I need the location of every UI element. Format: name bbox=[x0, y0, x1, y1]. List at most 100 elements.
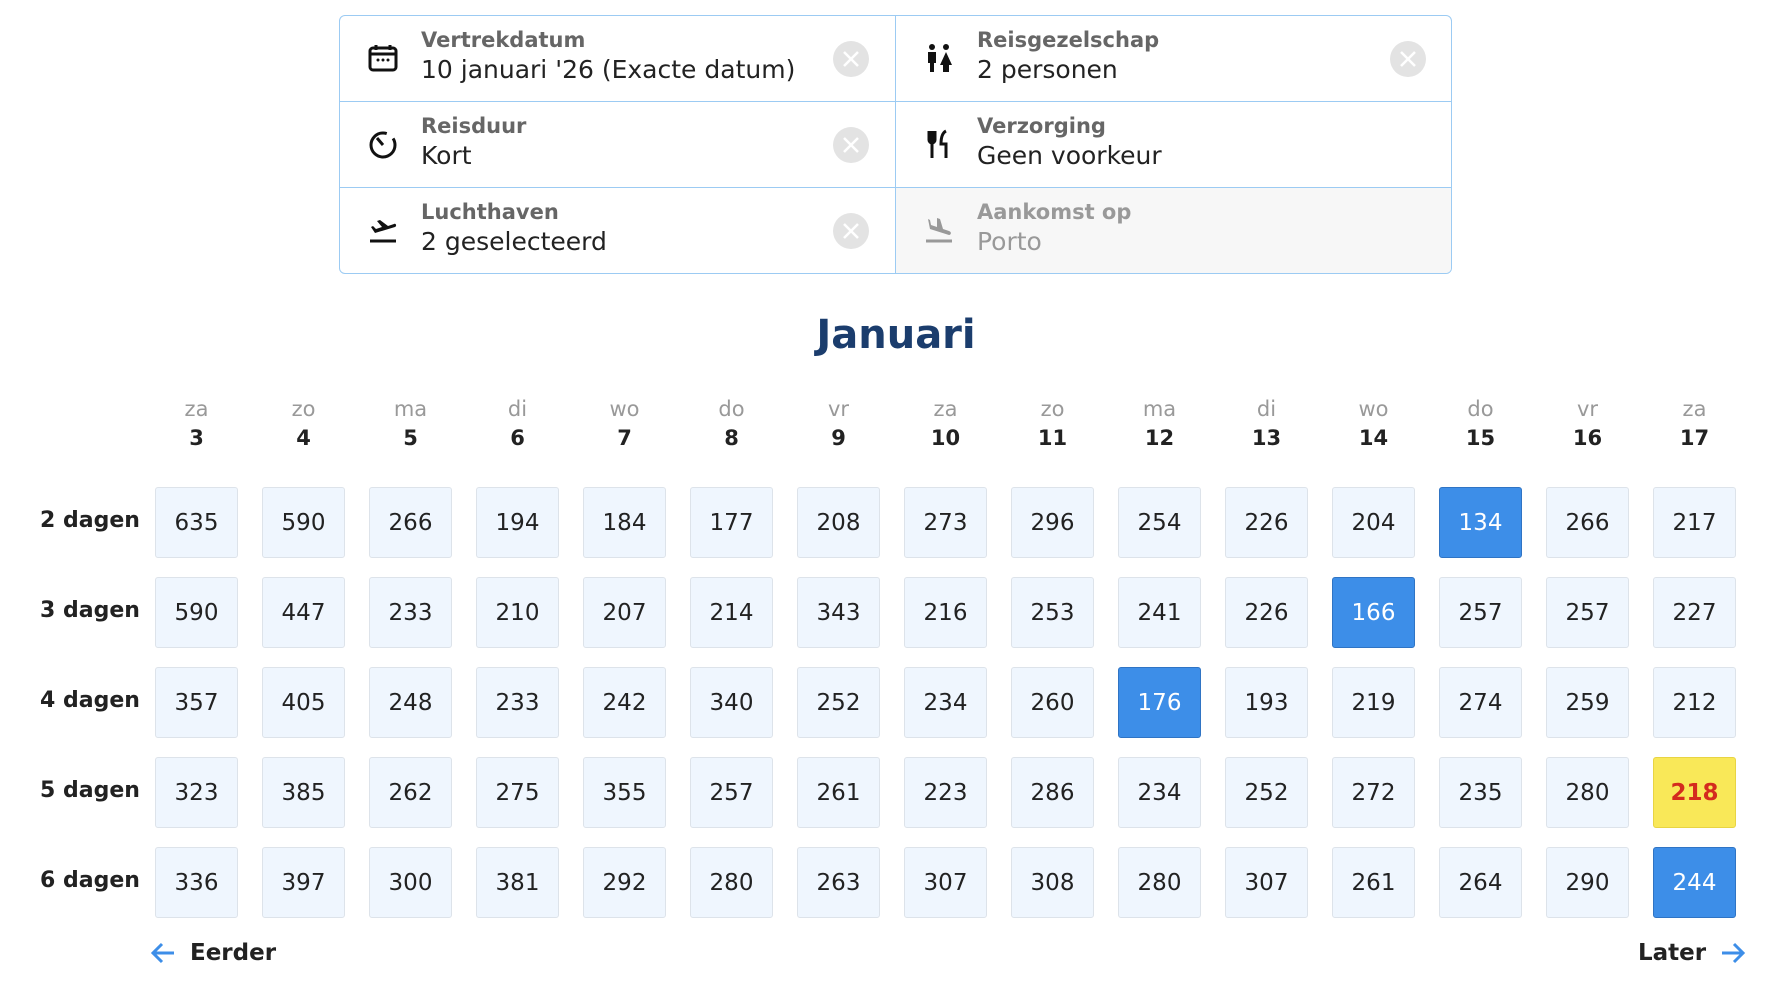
filter-vertrekdatum[interactable]: Vertrekdatum 10 januari '26 (Exacte datu… bbox=[340, 16, 896, 102]
price-cell[interactable]: 590 bbox=[155, 577, 238, 648]
price-cell[interactable]: 280 bbox=[1546, 757, 1629, 828]
price-cell[interactable]: 447 bbox=[262, 577, 345, 648]
price-cell[interactable]: 184 bbox=[583, 487, 666, 558]
price-cell[interactable]: 274 bbox=[1439, 667, 1522, 738]
price-cell[interactable]: 397 bbox=[262, 847, 345, 918]
price-cell[interactable]: 176 bbox=[1118, 667, 1201, 738]
price-cell[interactable]: 204 bbox=[1332, 487, 1415, 558]
day-number: 12 bbox=[1144, 426, 1175, 450]
day-number: 11 bbox=[1037, 426, 1068, 450]
earlier-button[interactable]: Eerder bbox=[150, 940, 276, 966]
price-cell[interactable]: 194 bbox=[476, 487, 559, 558]
price-cell[interactable]: 259 bbox=[1546, 667, 1629, 738]
price-cell[interactable]: 218 bbox=[1653, 757, 1736, 828]
price-cell[interactable]: 273 bbox=[904, 487, 987, 558]
price-cell[interactable]: 252 bbox=[1225, 757, 1308, 828]
filter-label: Aankomst op bbox=[977, 200, 1132, 224]
price-cell[interactable]: 252 bbox=[797, 667, 880, 738]
price-cell[interactable]: 266 bbox=[369, 487, 452, 558]
price-cell[interactable]: 227 bbox=[1653, 577, 1736, 648]
price-cell[interactable]: 355 bbox=[583, 757, 666, 828]
price-cell[interactable]: 343 bbox=[797, 577, 880, 648]
price-cell[interactable]: 260 bbox=[1011, 667, 1094, 738]
day-name: zo bbox=[1040, 397, 1065, 421]
price-cell[interactable]: 590 bbox=[262, 487, 345, 558]
filter-luchthaven[interactable]: Luchthaven 2 geselecteerd bbox=[340, 188, 896, 273]
price-cell[interactable]: 275 bbox=[476, 757, 559, 828]
filter-reisgezelschap[interactable]: Reisgezelschap 2 personen bbox=[896, 16, 1451, 102]
price-cell[interactable]: 226 bbox=[1225, 577, 1308, 648]
clear-button[interactable] bbox=[833, 213, 869, 249]
duration-label: 5 dagen bbox=[40, 778, 140, 803]
clear-button[interactable] bbox=[1390, 41, 1426, 77]
clear-button[interactable] bbox=[833, 41, 869, 77]
price-cell[interactable]: 233 bbox=[369, 577, 452, 648]
price-cell[interactable]: 234 bbox=[1118, 757, 1201, 828]
day-number: 9 bbox=[831, 426, 846, 450]
price-cell[interactable]: 381 bbox=[476, 847, 559, 918]
price-cell[interactable]: 241 bbox=[1118, 577, 1201, 648]
filter-verzorging[interactable]: Verzorging Geen voorkeur bbox=[896, 102, 1451, 188]
later-button[interactable]: Later bbox=[1638, 940, 1746, 966]
price-cell[interactable]: 323 bbox=[155, 757, 238, 828]
price-cell[interactable]: 257 bbox=[1546, 577, 1629, 648]
price-cell[interactable]: 166 bbox=[1332, 577, 1415, 648]
price-cell[interactable]: 340 bbox=[690, 667, 773, 738]
price-cell[interactable]: 134 bbox=[1439, 487, 1522, 558]
price-cell[interactable]: 261 bbox=[1332, 847, 1415, 918]
price-cell[interactable]: 385 bbox=[262, 757, 345, 828]
price-cell[interactable]: 296 bbox=[1011, 487, 1094, 558]
price-cell[interactable]: 286 bbox=[1011, 757, 1094, 828]
price-cell[interactable]: 208 bbox=[797, 487, 880, 558]
price-cell[interactable]: 405 bbox=[262, 667, 345, 738]
price-cell[interactable]: 248 bbox=[369, 667, 452, 738]
price-cell[interactable]: 177 bbox=[690, 487, 773, 558]
filter-value: Porto bbox=[977, 227, 1042, 256]
price-cell[interactable]: 357 bbox=[155, 667, 238, 738]
arrow-right-icon bbox=[1722, 942, 1746, 964]
price-cell[interactable]: 635 bbox=[155, 487, 238, 558]
price-cell[interactable]: 263 bbox=[797, 847, 880, 918]
price-cell[interactable]: 214 bbox=[690, 577, 773, 648]
price-cell[interactable]: 212 bbox=[1653, 667, 1736, 738]
price-cell[interactable]: 262 bbox=[369, 757, 452, 828]
price-cell[interactable]: 261 bbox=[797, 757, 880, 828]
price-cell[interactable]: 307 bbox=[904, 847, 987, 918]
price-cell[interactable]: 266 bbox=[1546, 487, 1629, 558]
price-cell[interactable]: 280 bbox=[690, 847, 773, 918]
clear-button[interactable] bbox=[833, 127, 869, 163]
price-cell[interactable]: 235 bbox=[1439, 757, 1522, 828]
price-cell[interactable]: 193 bbox=[1225, 667, 1308, 738]
day-name: wo bbox=[609, 397, 640, 421]
price-cell[interactable]: 244 bbox=[1653, 847, 1736, 918]
day-number: 13 bbox=[1251, 426, 1282, 450]
filter-reisduur[interactable]: Reisduur Kort bbox=[340, 102, 896, 188]
calendar-icon bbox=[368, 45, 398, 72]
price-cell[interactable]: 257 bbox=[690, 757, 773, 828]
price-cell[interactable]: 242 bbox=[583, 667, 666, 738]
duration-label: 2 dagen bbox=[40, 508, 140, 533]
price-cell[interactable]: 219 bbox=[1332, 667, 1415, 738]
price-cell[interactable]: 264 bbox=[1439, 847, 1522, 918]
price-cell[interactable]: 336 bbox=[155, 847, 238, 918]
price-cell[interactable]: 254 bbox=[1118, 487, 1201, 558]
day-name: do bbox=[1467, 397, 1494, 421]
price-cell[interactable]: 210 bbox=[476, 577, 559, 648]
price-cell[interactable]: 280 bbox=[1118, 847, 1201, 918]
price-cell[interactable]: 292 bbox=[583, 847, 666, 918]
price-cell[interactable]: 223 bbox=[904, 757, 987, 828]
price-cell[interactable]: 233 bbox=[476, 667, 559, 738]
price-cell[interactable]: 217 bbox=[1653, 487, 1736, 558]
price-cell[interactable]: 234 bbox=[904, 667, 987, 738]
day-name: vr bbox=[1576, 397, 1599, 421]
price-cell[interactable]: 226 bbox=[1225, 487, 1308, 558]
price-cell[interactable]: 300 bbox=[369, 847, 452, 918]
price-cell[interactable]: 216 bbox=[904, 577, 987, 648]
price-cell[interactable]: 272 bbox=[1332, 757, 1415, 828]
price-cell[interactable]: 257 bbox=[1439, 577, 1522, 648]
price-cell[interactable]: 207 bbox=[583, 577, 666, 648]
price-cell[interactable]: 290 bbox=[1546, 847, 1629, 918]
price-cell[interactable]: 253 bbox=[1011, 577, 1094, 648]
price-cell[interactable]: 307 bbox=[1225, 847, 1308, 918]
price-cell[interactable]: 308 bbox=[1011, 847, 1094, 918]
